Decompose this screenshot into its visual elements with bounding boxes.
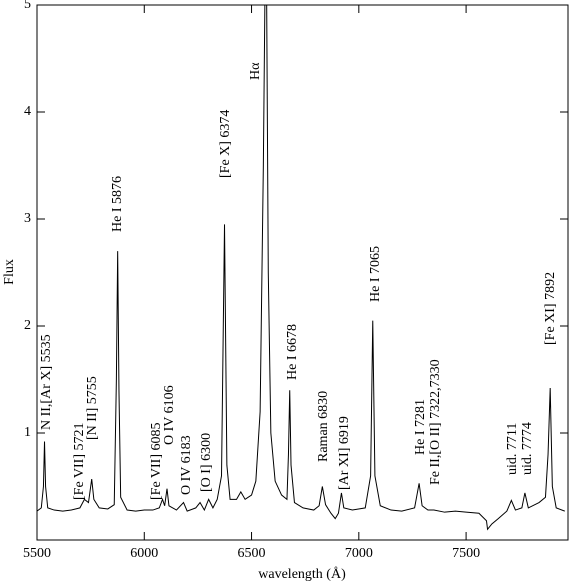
y-tick-label: 1 (24, 425, 31, 440)
line-annotation: He I 7281 (413, 399, 428, 455)
y-tick-label: 4 (24, 104, 31, 119)
spectrum-line (37, 5, 565, 531)
line-annotation: [Fe VII] 6085 (149, 422, 164, 500)
x-tick-label: 7500 (452, 546, 480, 561)
line-annotation: O IV 6106 (162, 385, 177, 445)
line-annotation: He I 6678 (285, 324, 300, 380)
line-annotation: [Fe X] 6374 (218, 110, 233, 178)
line-annotation: Hα (248, 62, 263, 80)
line-annotation: [Fe VII] 5721 (72, 422, 87, 500)
x-tick-label: 7000 (345, 546, 373, 561)
line-annotation: N II,[Ar X] 5535 (39, 334, 54, 430)
line-annotation: [O I] 6300 (199, 433, 214, 492)
y-axis-label: Flux (2, 259, 17, 285)
line-annotation: Fe II,[O II] 7322,7330 (428, 359, 443, 485)
line-annotation: uid. 7711 (505, 423, 520, 475)
plot-area (37, 5, 565, 531)
y-tick-label: 2 (24, 318, 31, 333)
y-tick-label: 5 (24, 0, 31, 12)
x-tick-label: 6500 (238, 546, 266, 561)
line-annotation: He I 7065 (368, 246, 383, 302)
x-tick-label: 5500 (23, 546, 51, 561)
x-tick-label: 6000 (130, 546, 158, 561)
y-tick-label: 3 (24, 211, 31, 226)
line-annotation: uid. 7774 (520, 422, 535, 475)
line-annotation: [N II] 5755 (85, 376, 100, 440)
line-annotation: [Ar XI] 6919 (337, 416, 352, 490)
line-annotation: Raman 6830 (316, 391, 331, 462)
line-annotation: [Fe XI] 7892 (543, 272, 558, 345)
line-annotation: O IV 6183 (179, 435, 194, 495)
line-annotation: He I 5876 (110, 176, 125, 232)
plot-frame (36, 4, 569, 541)
x-axis-label: wavelength (Å) (258, 566, 346, 582)
